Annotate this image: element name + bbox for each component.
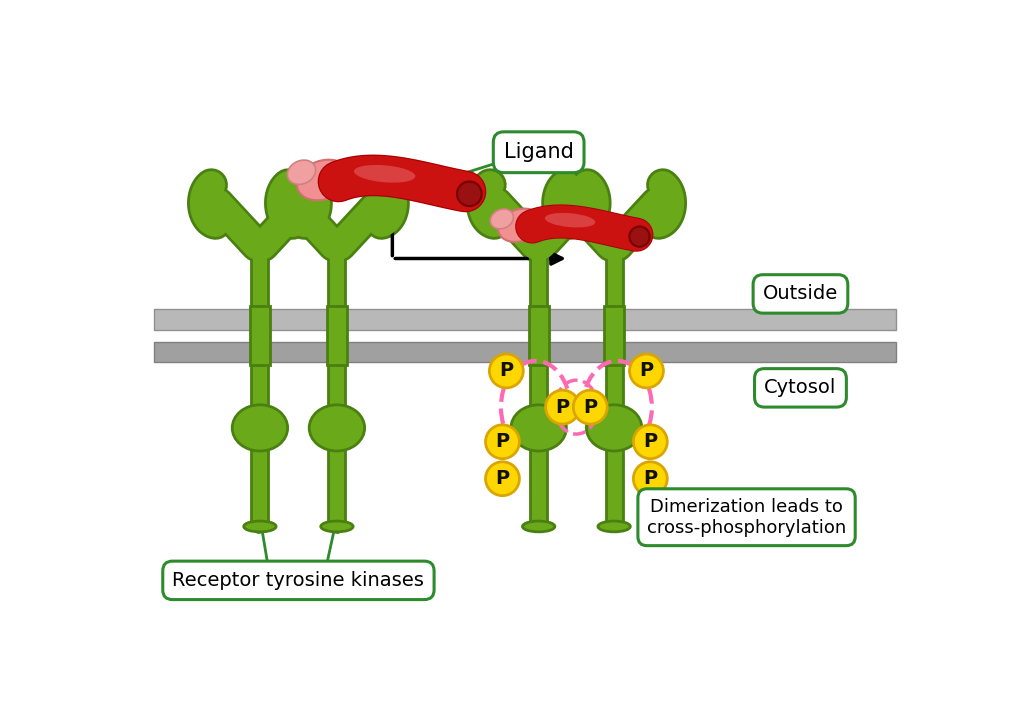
Bar xyxy=(604,306,625,365)
Bar xyxy=(605,363,623,408)
Text: P: P xyxy=(639,361,653,380)
Circle shape xyxy=(634,425,668,459)
Bar xyxy=(329,363,345,408)
Ellipse shape xyxy=(297,160,349,200)
Text: Receptor tyrosine kinases: Receptor tyrosine kinases xyxy=(172,571,424,590)
Ellipse shape xyxy=(354,165,416,182)
Circle shape xyxy=(485,425,519,459)
Bar xyxy=(252,363,268,408)
Circle shape xyxy=(546,390,580,424)
Circle shape xyxy=(573,390,607,424)
Bar xyxy=(327,306,347,365)
Bar xyxy=(329,246,345,308)
Ellipse shape xyxy=(498,208,541,242)
Text: P: P xyxy=(643,432,657,451)
Text: P: P xyxy=(496,432,510,451)
Text: P: P xyxy=(643,470,657,488)
Ellipse shape xyxy=(545,213,595,227)
Bar xyxy=(252,449,268,522)
Bar xyxy=(252,246,268,308)
Text: Dimerization leads to
cross-phosphorylation: Dimerization leads to cross-phosphorylat… xyxy=(647,498,846,536)
Ellipse shape xyxy=(309,405,365,451)
Bar xyxy=(530,449,547,522)
Circle shape xyxy=(485,462,519,496)
Bar xyxy=(329,449,345,522)
Text: P: P xyxy=(555,398,569,417)
Circle shape xyxy=(489,354,523,388)
Bar xyxy=(605,246,623,308)
Ellipse shape xyxy=(490,209,513,229)
Ellipse shape xyxy=(457,182,481,206)
Bar xyxy=(530,363,547,408)
Ellipse shape xyxy=(598,521,631,532)
Ellipse shape xyxy=(244,521,276,532)
Ellipse shape xyxy=(288,160,315,184)
Text: Ligand: Ligand xyxy=(504,142,573,162)
Text: Outside: Outside xyxy=(763,284,838,303)
Circle shape xyxy=(630,354,664,388)
Text: P: P xyxy=(496,470,510,488)
Bar xyxy=(530,246,547,308)
Ellipse shape xyxy=(630,227,649,246)
Ellipse shape xyxy=(232,405,288,451)
Text: P: P xyxy=(584,398,597,417)
Ellipse shape xyxy=(587,405,642,451)
Bar xyxy=(250,306,270,365)
Bar xyxy=(528,306,549,365)
Bar xyxy=(154,309,896,330)
Circle shape xyxy=(634,462,668,496)
Bar xyxy=(605,449,623,522)
Bar xyxy=(154,341,896,362)
Ellipse shape xyxy=(321,521,353,532)
Ellipse shape xyxy=(511,405,566,451)
Text: P: P xyxy=(500,361,513,380)
Ellipse shape xyxy=(522,521,555,532)
Text: Cytosol: Cytosol xyxy=(764,378,837,397)
